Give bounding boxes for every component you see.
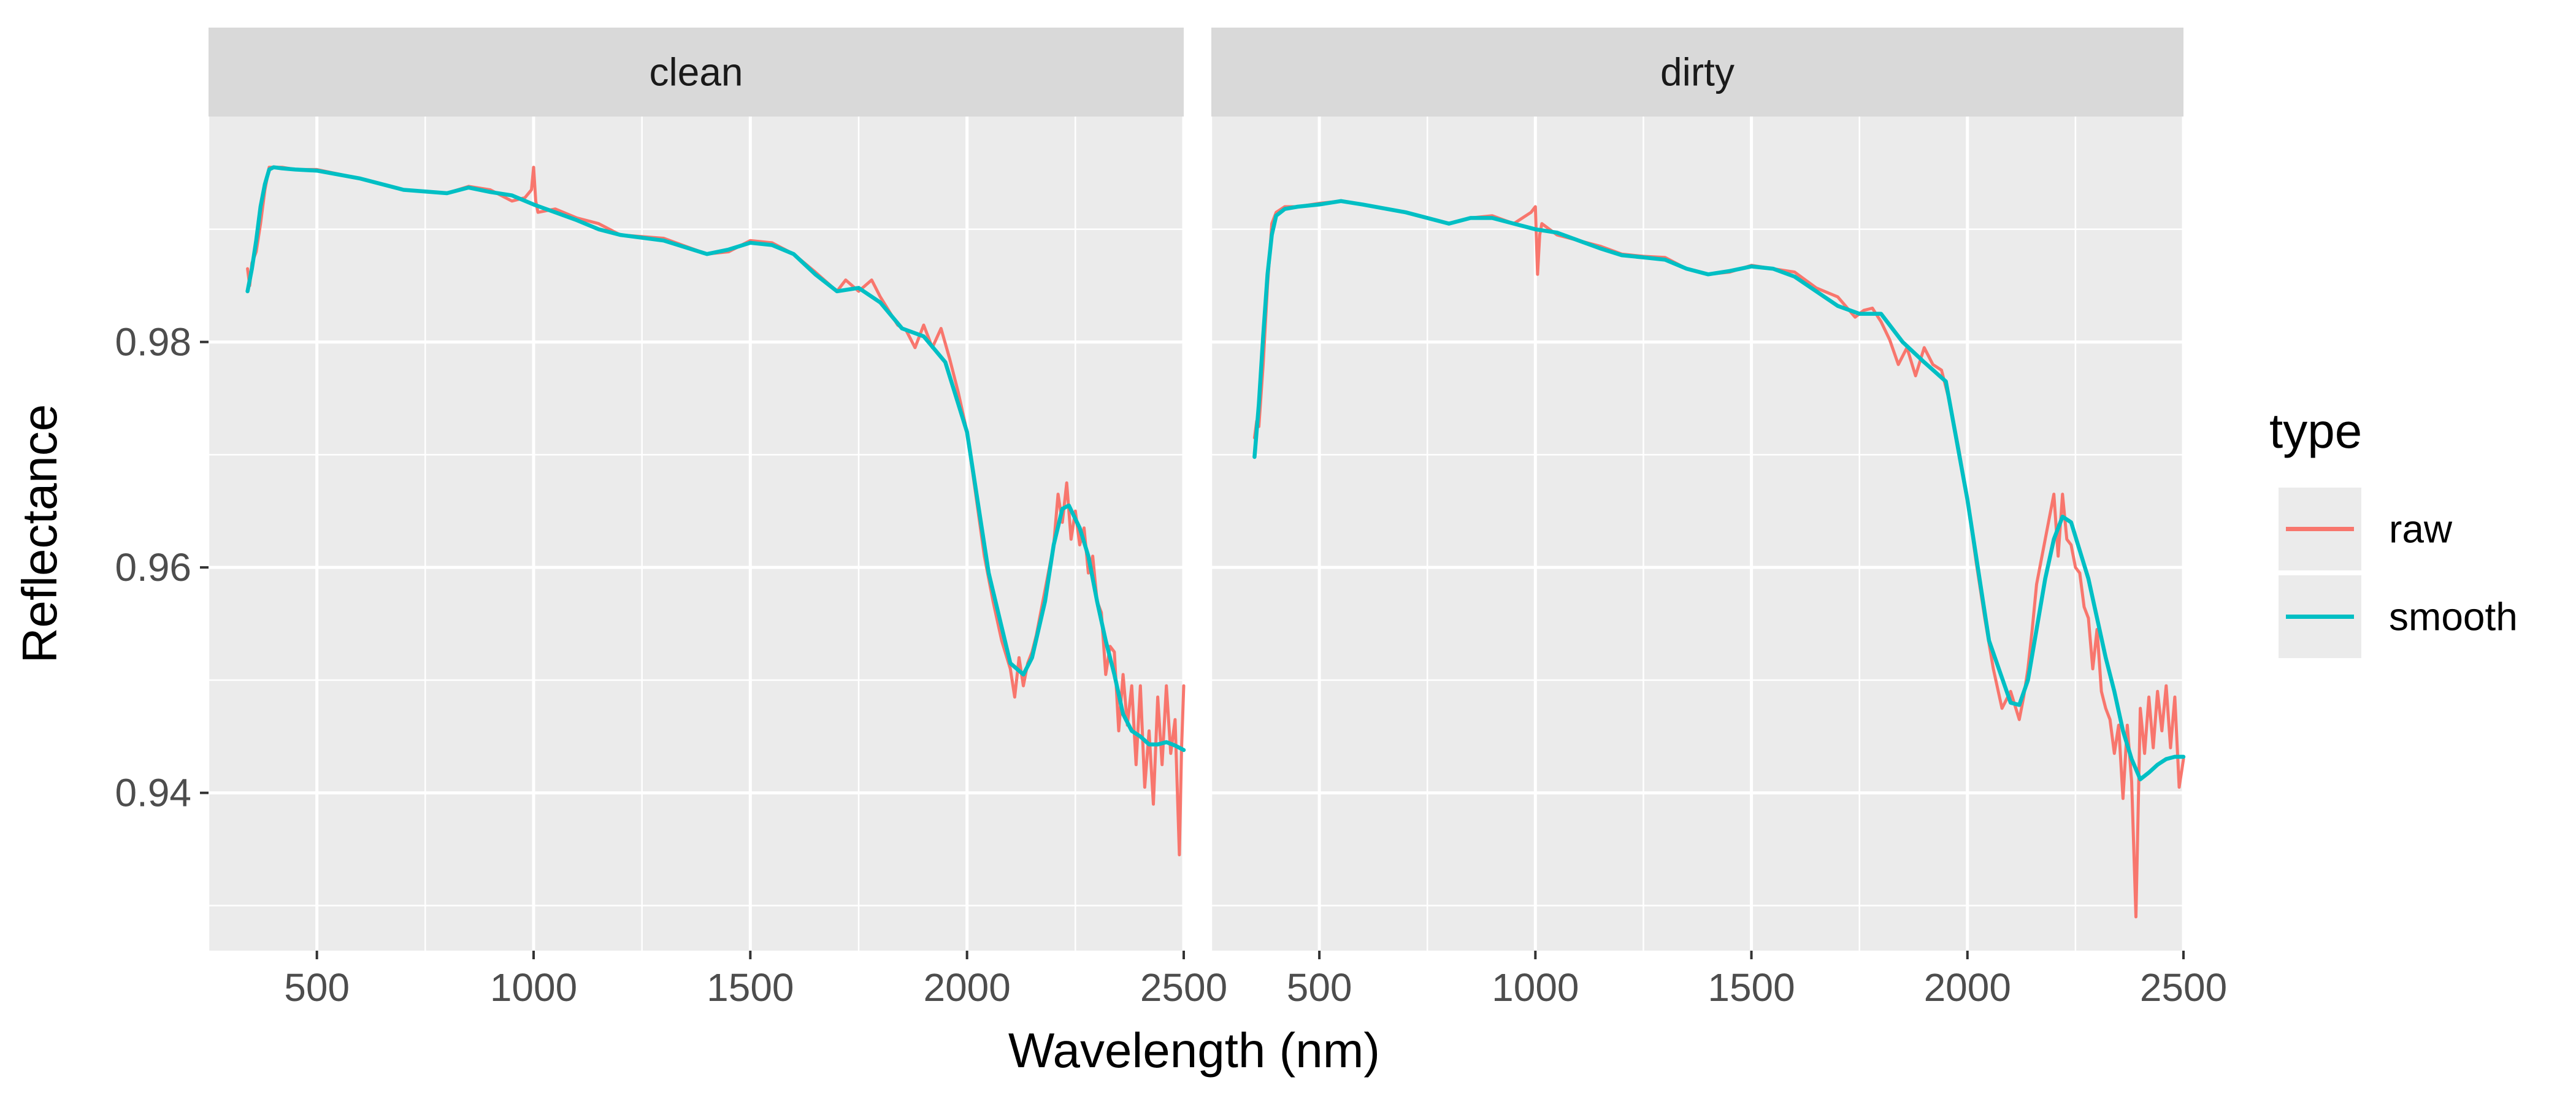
facet-strip	[209, 28, 1184, 117]
legend-label: raw	[2389, 507, 2453, 551]
legend-item-raw: raw	[2279, 488, 2453, 570]
legend-title: type	[2269, 404, 2362, 458]
x-tick-label: 1500	[707, 965, 794, 1010]
panel-dirty: dirty 500 1000 1500 2000 2500	[1210, 28, 2227, 1010]
x-tick-label: 2000	[1924, 965, 2011, 1010]
x-axis-title: Wavelength (nm)	[1008, 1023, 1380, 1078]
x-tick-label: 1500	[1708, 965, 1795, 1010]
x-tick-label: 500	[284, 965, 350, 1010]
facet-strip	[1211, 28, 2183, 117]
x-tick-label: 2500	[2140, 965, 2227, 1010]
facet-strip-label: dirty	[1660, 50, 1735, 94]
panel-clean: clean 500 1000 1500 2000 2500 0.94 0.96 0.98	[115, 28, 1227, 1010]
y-tick-label: 0.98	[115, 320, 191, 364]
x-tick-label: 1000	[1492, 965, 1579, 1010]
legend-item-smooth: smooth	[2279, 575, 2518, 658]
y-tick-label: 0.96	[115, 545, 191, 589]
legend-entries: raw smooth	[2279, 488, 2518, 658]
panels: clean 500 1000 1500 2000 2500 0.94 0.96 0.98 dirt…	[115, 28, 2227, 1010]
y-tick-label: 0.94	[115, 771, 191, 815]
panel-background	[1211, 117, 2183, 951]
facet-strip-label: clean	[650, 50, 743, 94]
x-tick-label: 2500	[1140, 965, 1227, 1010]
series-line-smooth	[245, 165, 1186, 753]
series-line-smooth	[1252, 199, 2186, 781]
legend-label: smooth	[2389, 595, 2518, 639]
y-axis-title: Reflectance	[12, 404, 67, 663]
legend: type raw smooth	[2269, 404, 2518, 658]
x-tick-label: 2000	[923, 965, 1010, 1010]
x-tick-label: 1000	[490, 965, 577, 1010]
x-tick-label: 500	[1287, 965, 1352, 1010]
panel-background	[209, 117, 1184, 951]
